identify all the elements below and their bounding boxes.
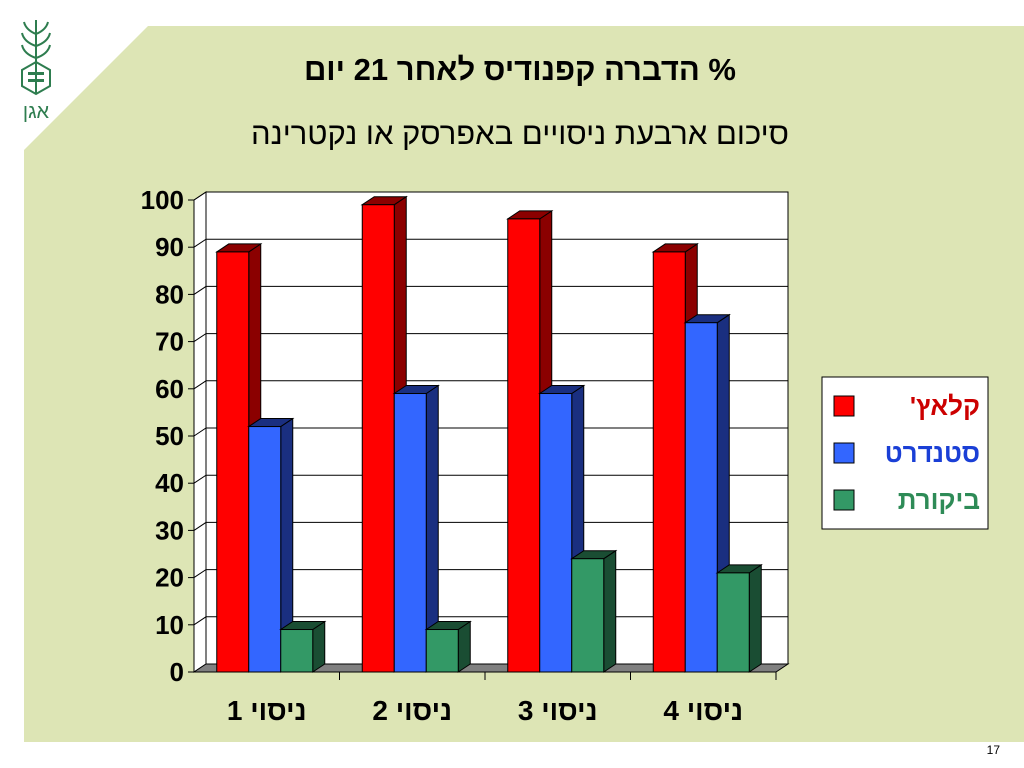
y-tick-label: 100 — [141, 185, 184, 215]
gridline — [193, 521, 788, 531]
bar-front — [393, 393, 427, 673]
legend-label: ביקורת — [898, 485, 980, 515]
bar — [424, 620, 472, 673]
x-tick-label: ניסוי 2 — [372, 695, 452, 726]
bar-side — [312, 620, 326, 673]
y-tick-label: 90 — [155, 232, 184, 262]
bar-side — [748, 563, 762, 673]
bar-front — [216, 251, 250, 673]
bar — [279, 620, 327, 673]
bar-front — [652, 251, 686, 673]
logo-text: אגן — [23, 101, 50, 123]
slide-title: % הדברה קפנודיס לאחר 21 יום — [303, 52, 736, 87]
gridline — [193, 474, 788, 484]
y-tick-label: 0 — [170, 657, 184, 687]
wheat-logo-icon: אגן — [21, 20, 51, 123]
y-tick-label: 80 — [155, 279, 184, 309]
y-tick-label: 50 — [155, 421, 184, 451]
axis-layer: 0 10 20 30 40 50 60 70 80 90 100 ניסוי 1 ניסוי 2 ניסו… — [141, 185, 777, 726]
y-tick-label: 60 — [155, 374, 184, 404]
slide-subtitle: סיכום ארבעת ניסויים באפרסק או נקטרינה — [250, 116, 790, 151]
y-tick-label: 20 — [155, 563, 184, 593]
legend-swatch — [833, 442, 855, 464]
bar-front — [539, 393, 573, 673]
legend-label: סטנדרט — [885, 438, 980, 468]
bar — [247, 417, 295, 673]
bar — [570, 549, 618, 673]
bar-front — [684, 322, 718, 673]
y-tick-label: 40 — [155, 468, 184, 498]
y-tick-label: 70 — [155, 327, 184, 357]
gridline — [193, 427, 788, 437]
bar-front — [280, 629, 314, 673]
bar-front — [507, 218, 541, 673]
bars-layer — [215, 195, 763, 673]
y-tick-label: 10 — [155, 610, 184, 640]
legend-swatch — [833, 489, 855, 511]
x-tick-label: ניסוי 1 — [227, 695, 307, 726]
x-tick-label: ניסוי 3 — [518, 695, 598, 726]
bar — [715, 563, 763, 673]
bar-front — [248, 426, 282, 673]
bar-side — [457, 620, 471, 673]
slide-number: 17 — [986, 743, 1000, 757]
gridline — [193, 333, 788, 343]
legend: קלאץ' סטנדרט ביקורת — [821, 376, 989, 530]
gridline — [193, 380, 788, 390]
gridline — [193, 191, 788, 201]
gridline — [193, 238, 788, 248]
legend-swatch — [833, 395, 855, 417]
gridline — [193, 285, 788, 295]
bar-front — [571, 558, 605, 673]
y-tick-label: 30 — [155, 515, 184, 545]
bar-side — [603, 549, 617, 673]
x-tick-label: ניסוי 4 — [663, 695, 743, 726]
bar-front — [361, 204, 395, 673]
legend-label: קלאץ' — [910, 391, 980, 421]
bar-front — [716, 572, 750, 673]
bar-front — [425, 629, 459, 673]
